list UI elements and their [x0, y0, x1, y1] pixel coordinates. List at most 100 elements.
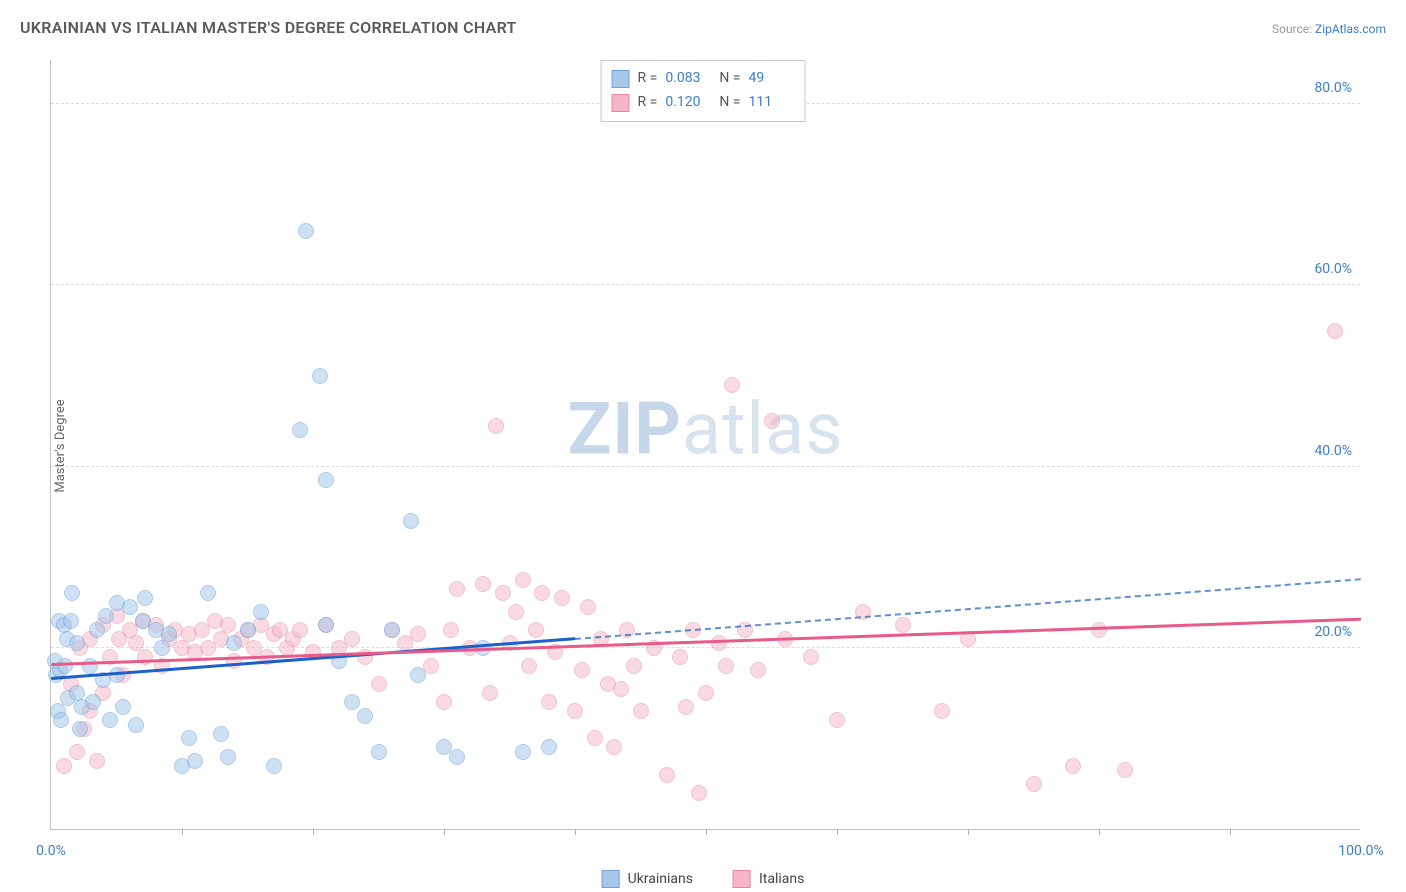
- data-point: [895, 617, 911, 633]
- data-point: [72, 721, 88, 737]
- data-point: [574, 662, 590, 678]
- n-value-ukrainians: 49: [748, 67, 794, 91]
- data-point: [606, 739, 622, 755]
- data-point: [554, 590, 570, 606]
- data-point: [1026, 776, 1042, 792]
- data-point: [85, 694, 101, 710]
- data-point: [495, 585, 511, 601]
- data-point: [691, 785, 707, 801]
- data-point: [541, 739, 557, 755]
- correlation-stats-box: R = 0.083 N = 49 R = 0.120 N = 111: [601, 60, 806, 122]
- stats-row-ukrainians: R = 0.083 N = 49: [612, 67, 795, 91]
- data-point: [200, 585, 216, 601]
- y-tick-label: 80.0%: [1314, 80, 1352, 96]
- chart-title: UKRAINIAN VS ITALIAN MASTER'S DEGREE COR…: [20, 18, 517, 37]
- data-point: [344, 631, 360, 647]
- data-point: [528, 622, 544, 638]
- scatter-plot: ZIPatlas 20.0%40.0%60.0%80.0%0.0%100.0%: [50, 60, 1360, 830]
- data-point: [449, 749, 465, 765]
- x-tick-mark: [575, 829, 576, 835]
- data-point: [711, 635, 727, 651]
- data-point: [344, 694, 360, 710]
- data-point: [587, 730, 603, 746]
- legend-item-ukrainians: Ukrainians: [602, 870, 693, 888]
- data-point: [829, 712, 845, 728]
- y-tick-label: 20.0%: [1314, 624, 1352, 640]
- x-tick-mark: [444, 829, 445, 835]
- data-point: [724, 377, 740, 393]
- data-point: [613, 681, 629, 697]
- data-point: [115, 699, 131, 715]
- data-point: [292, 422, 308, 438]
- data-point: [633, 703, 649, 719]
- data-point: [312, 368, 328, 384]
- data-point: [56, 758, 72, 774]
- data-point: [253, 604, 269, 620]
- data-point: [187, 753, 203, 769]
- x-tick-mark: [968, 829, 969, 835]
- data-point: [1327, 323, 1343, 339]
- source-link[interactable]: ZipAtlas.com: [1315, 22, 1386, 36]
- data-point: [298, 223, 314, 239]
- x-tick-mark: [837, 829, 838, 835]
- data-point: [69, 635, 85, 651]
- data-point: [161, 626, 177, 642]
- data-point: [89, 753, 105, 769]
- data-point: [541, 694, 557, 710]
- data-point: [626, 658, 642, 674]
- data-point: [718, 658, 734, 674]
- data-point: [371, 744, 387, 760]
- data-point: [64, 585, 80, 601]
- swatch-ukrainians: [612, 70, 630, 88]
- data-point: [436, 694, 452, 710]
- swatch-italians: [612, 94, 630, 112]
- x-tick-mark: [1099, 829, 1100, 835]
- data-point: [384, 622, 400, 638]
- data-point: [443, 622, 459, 638]
- data-point: [63, 613, 79, 629]
- data-point: [318, 472, 334, 488]
- data-point: [1065, 758, 1081, 774]
- x-tick-mark: [1230, 829, 1231, 835]
- data-point: [515, 744, 531, 760]
- data-point: [508, 604, 524, 620]
- data-point: [659, 767, 675, 783]
- data-point: [371, 676, 387, 692]
- data-point: [482, 685, 498, 701]
- x-tick-mark: [706, 829, 707, 835]
- data-point: [266, 758, 282, 774]
- data-point: [318, 617, 334, 633]
- data-point: [226, 635, 242, 651]
- data-point: [89, 622, 105, 638]
- data-point: [803, 649, 819, 665]
- data-point: [122, 599, 138, 615]
- data-point: [220, 749, 236, 765]
- x-tick-label: 0.0%: [36, 843, 66, 859]
- y-tick-label: 60.0%: [1314, 261, 1352, 277]
- data-point: [567, 703, 583, 719]
- legend-item-italians: Italians: [733, 870, 804, 888]
- data-point: [213, 726, 229, 742]
- data-point: [57, 658, 73, 674]
- legend: Ukrainians Italians: [602, 870, 805, 888]
- legend-swatch-ukrainians: [602, 870, 620, 888]
- stats-row-italians: R = 0.120 N = 111: [612, 91, 795, 115]
- data-point: [698, 685, 714, 701]
- data-point: [98, 608, 114, 624]
- y-tick-label: 40.0%: [1314, 443, 1352, 459]
- data-point: [53, 712, 69, 728]
- data-point: [534, 585, 550, 601]
- n-value-italians: 111: [748, 91, 794, 115]
- data-point: [403, 513, 419, 529]
- watermark-text: ZIPatlas: [568, 387, 844, 472]
- data-point: [934, 703, 950, 719]
- data-point: [292, 622, 308, 638]
- gridline: [51, 466, 1360, 467]
- data-point: [764, 413, 780, 429]
- data-point: [410, 667, 426, 683]
- data-point: [580, 599, 596, 615]
- r-value-italians: 0.120: [665, 91, 711, 115]
- data-point: [220, 617, 236, 633]
- legend-swatch-italians: [733, 870, 751, 888]
- data-point: [488, 418, 504, 434]
